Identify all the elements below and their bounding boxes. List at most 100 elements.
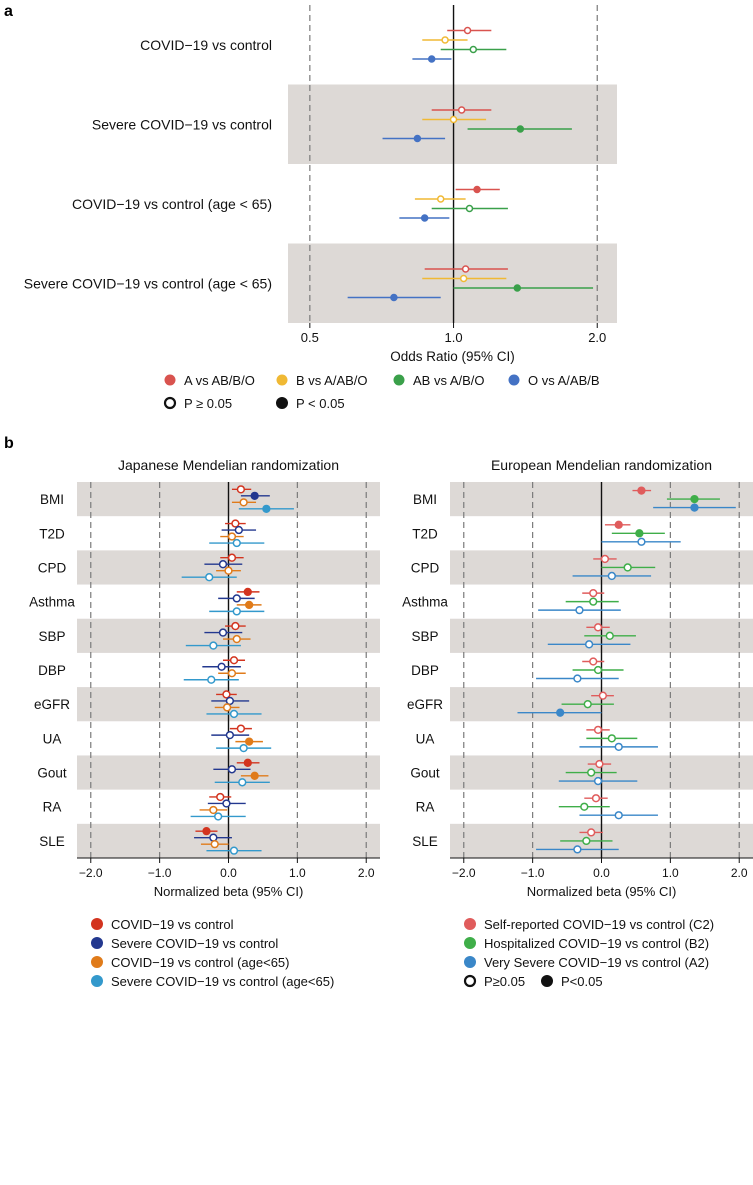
x-tick-label: −1.0 (148, 866, 172, 880)
row-label-sle: SLE (412, 834, 438, 849)
row-label-t2d: T2D (39, 526, 65, 541)
point-estimate (593, 665, 603, 675)
panel-b-japanese-forest-plot: −2.0 −1.0 0.0 1.0 2.0 Normalized beta (95% CI… (29, 457, 380, 989)
point-estimate (209, 641, 218, 650)
point-estimate (623, 563, 632, 572)
point-estimate (593, 725, 603, 735)
legend-label: A vs AB/B/O (184, 373, 255, 388)
row-label-ua: UA (43, 731, 62, 746)
point-estimate (232, 594, 241, 603)
point-estimate (614, 520, 623, 529)
row-label-sle: SLE (39, 834, 65, 849)
point-estimate (216, 792, 225, 802)
row-label-sbp: SBP (38, 629, 65, 644)
point-estimate (584, 640, 594, 649)
point-estimate (236, 485, 246, 494)
point-estimate (225, 730, 235, 740)
legend-label-p-filled: P < 0.05 (296, 396, 345, 411)
legend-swatch (464, 956, 476, 968)
point-estimate (207, 675, 216, 684)
point-estimate (427, 55, 436, 63)
legend-swatch (91, 975, 103, 987)
point-estimate (463, 26, 472, 35)
x-axis-label: Odds Ratio (95% CI) (390, 349, 515, 364)
point-estimate (227, 553, 237, 562)
legend-label: Severe COVID−19 vs control (age<65) (111, 974, 334, 989)
row-label-cpd: CPD (38, 560, 67, 575)
point-estimate (243, 587, 252, 597)
point-estimate (234, 525, 243, 535)
x-tick-label: 1.0 (289, 866, 306, 880)
row-label-dbp: DBP (411, 663, 439, 678)
point-estimate (232, 634, 241, 644)
x-tick-label: 0.0 (220, 866, 237, 880)
point-estimate (607, 571, 616, 581)
point-estimate (573, 674, 582, 683)
legend-swatch (91, 918, 103, 930)
row-label-egfr: eGFR (34, 697, 70, 712)
point-estimate (614, 742, 623, 752)
row-label-egfr: eGFR (407, 697, 443, 712)
row-label-bmi: BMI (40, 492, 64, 507)
point-estimate (461, 265, 470, 273)
legend-swatch (464, 937, 476, 949)
legend-label: Hospitalized COVID−19 vs control (B2) (484, 936, 709, 951)
legend-label: COVID−19 vs control (age<65) (111, 955, 289, 970)
panel-a-forest-plot: 0.5 1.0 2.0 Odds Ratio (95% CI) COVID−19 vs … (24, 5, 617, 411)
row-label-gout: Gout (410, 766, 440, 781)
x-tick-label: −2.0 (452, 866, 476, 880)
legend-label: Severe COVID−19 vs control (111, 936, 278, 951)
point-estimate (635, 529, 644, 538)
point-estimate (473, 185, 481, 194)
point-estimate (589, 657, 598, 666)
legend-open-circle (163, 396, 177, 410)
point-estimate (607, 734, 616, 743)
point-estimate (598, 691, 608, 700)
point-estimate (229, 656, 239, 665)
point-estimate (227, 669, 237, 678)
point-estimate (582, 836, 591, 846)
row-label-asthma: Asthma (29, 595, 75, 610)
legend-label: COVID−19 vs control (111, 917, 234, 932)
point-estimate (224, 566, 233, 575)
point-estimate (239, 743, 248, 753)
x-axis-label: Normalized beta (95% CI) (527, 884, 677, 899)
row-label-asthma: Asthma (402, 595, 448, 610)
x-tick-label: −2.0 (79, 866, 103, 880)
point-estimate (243, 758, 252, 767)
point-estimate (587, 828, 596, 837)
legend-swatch (393, 374, 405, 386)
point-estimate (231, 621, 240, 631)
point-estimate (245, 737, 254, 746)
point-estimate (575, 605, 584, 615)
legend-label: B vs A/AB/O (296, 373, 368, 388)
legend-japanese: COVID−19 vs control Severe COVID−19 vs co… (91, 917, 334, 989)
row-label-ra: RA (43, 800, 62, 815)
point-estimate (218, 628, 228, 637)
point-estimate (600, 554, 610, 564)
legend-swatch (164, 374, 176, 386)
x-tick-label: 0.0 (593, 866, 610, 880)
row-label-dbp: DBP (38, 663, 66, 678)
point-estimate (209, 805, 218, 815)
row-label-ra: RA (416, 800, 435, 815)
point-estimate (222, 690, 231, 699)
x-tick-label: −1.0 (521, 866, 545, 880)
shaded-row-severe-covid-19-vs-control (288, 84, 617, 164)
point-estimate (214, 812, 223, 821)
point-estimate (690, 494, 699, 504)
point-estimate (222, 703, 232, 712)
legend-label-p-open: P ≥ 0.05 (184, 396, 232, 411)
legend-label-p-open: P≥0.05 (484, 974, 525, 989)
legend-panel-a: A vs AB/B/O B vs A/AB/O AB vs A/B/O O vs A/… (163, 373, 600, 411)
row-label-cpd: CPD (411, 560, 440, 575)
row-label-sbp: SBP (411, 629, 438, 644)
legend-open-circle (463, 974, 477, 988)
point-estimate (587, 768, 596, 777)
legend-label-p-filled: P<0.05 (561, 974, 603, 989)
point-estimate (227, 765, 237, 774)
point-estimate (589, 588, 598, 598)
point-estimate (593, 776, 603, 786)
point-estimate (250, 771, 259, 780)
